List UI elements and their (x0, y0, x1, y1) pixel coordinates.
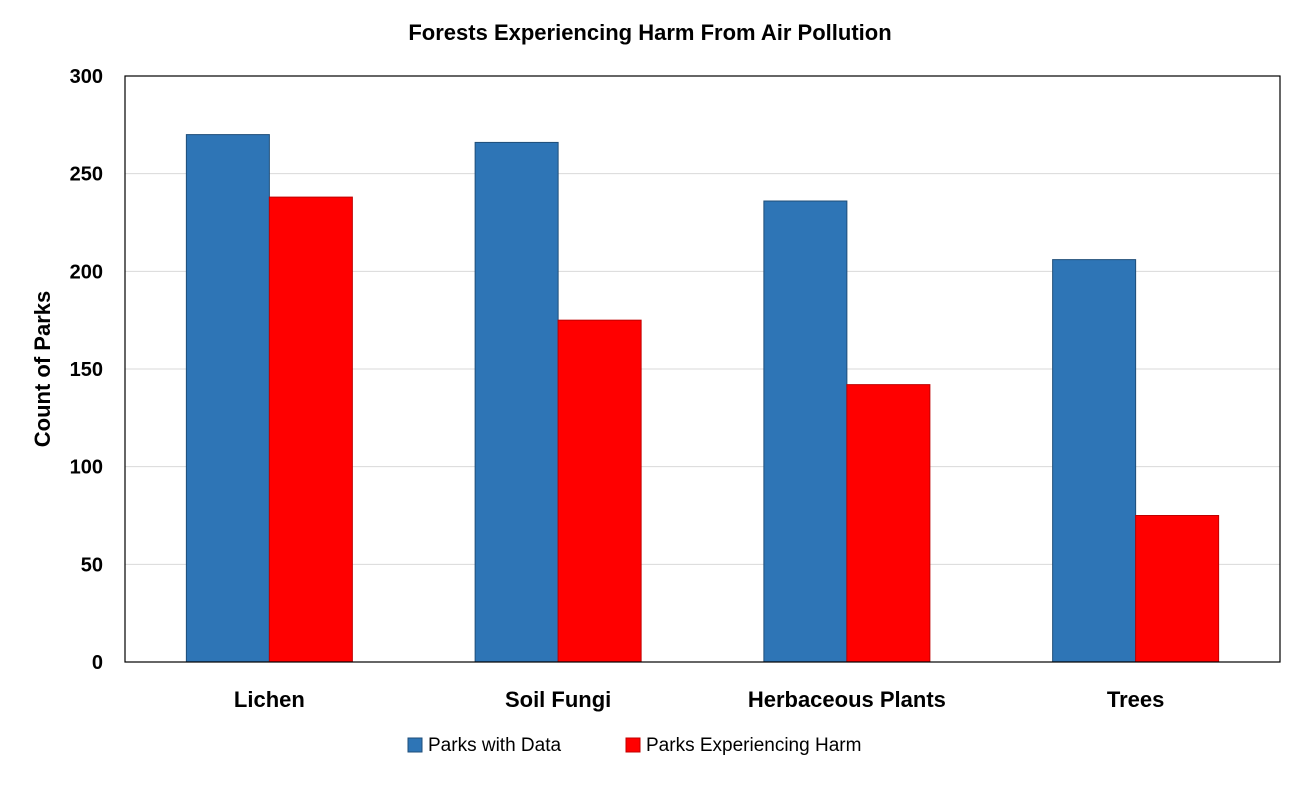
y-tick-label-0: 0 (92, 652, 103, 674)
bar-parks-experiencing-harm-lichen (268, 196, 353, 663)
x-tick-label-herbaceous-plants: Herbaceous Plants (748, 687, 946, 712)
bar-parks-with-data-herbaceous-plants (763, 200, 848, 663)
plot-area-border (124, 75, 1281, 663)
y-tick-label-50: 50 (81, 554, 103, 576)
bars (185, 134, 1220, 663)
chart-title: Forests Experiencing Harm From Air Pollu… (408, 20, 891, 45)
legend-swatch-parks-with-data (407, 737, 423, 753)
y-tick-label-150: 150 (70, 359, 103, 381)
x-tick-labels: Lichen Soil Fungi Herbaceous Plants Trees (234, 687, 1164, 712)
bar-parks-experiencing-harm-soil-fungi (557, 319, 642, 663)
y-tick-label-300: 300 (70, 66, 103, 88)
legend-swatch-parks-experiencing-harm (625, 737, 641, 753)
legend-label-parks-experiencing-harm: Parks Experiencing Harm (646, 735, 861, 756)
y-tick-label-200: 200 (70, 261, 103, 283)
legend: Parks with Data Parks Experiencing Harm (407, 735, 861, 756)
y-tick-label-100: 100 (70, 457, 103, 479)
bar-parks-with-data-trees (1052, 259, 1137, 663)
bar-parks-with-data-soil-fungi (474, 141, 559, 663)
y-tick-labels: 0 50 100 150 200 250 300 (70, 66, 103, 674)
legend-label-parks-with-data: Parks with Data (428, 735, 561, 756)
bar-parks-experiencing-harm-trees (1135, 515, 1220, 663)
x-tick-label-lichen: Lichen (234, 687, 305, 712)
axes (124, 75, 1281, 663)
y-axis-label: Count of Parks (30, 291, 55, 447)
bar-parks-with-data-lichen (185, 134, 270, 663)
y-tick-label-250: 250 (70, 164, 103, 186)
bar-parks-experiencing-harm-herbaceous-plants (846, 384, 931, 663)
x-tick-label-soil-fungi: Soil Fungi (505, 687, 611, 712)
x-tick-label-trees: Trees (1107, 687, 1165, 712)
